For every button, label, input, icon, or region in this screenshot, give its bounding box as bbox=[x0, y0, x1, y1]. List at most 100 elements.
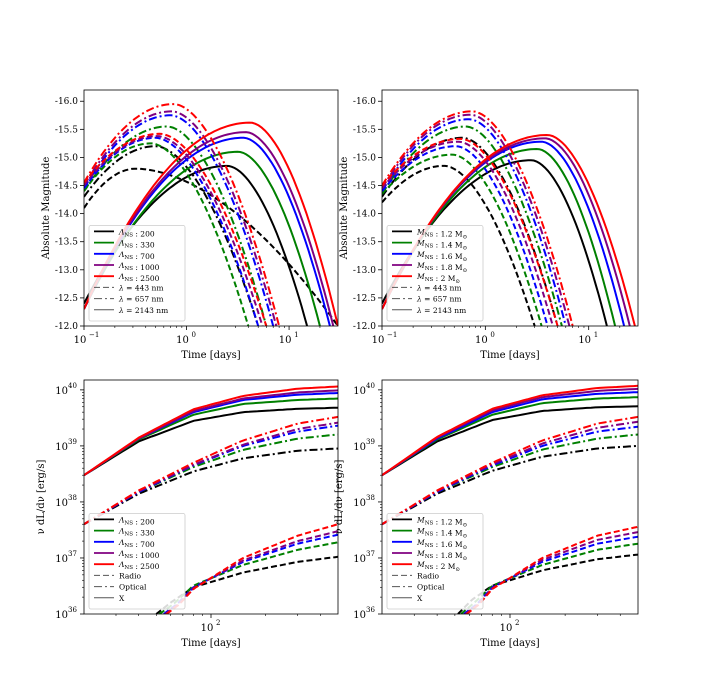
x-axis-label: Time [days] bbox=[480, 638, 539, 649]
series-line-blue-dash bbox=[163, 533, 338, 614]
series-line-purple-solid bbox=[84, 389, 338, 477]
series-line-blue-dashdot bbox=[84, 114, 275, 326]
x-tick-label: 10 bbox=[279, 335, 292, 346]
series-line-purple-dash bbox=[382, 140, 554, 326]
y-tick-label: 10 bbox=[55, 442, 68, 453]
y-tick-label: 10 bbox=[55, 554, 68, 565]
legend: MNS : 1.2 M⊙MNS : 1.4 M⊙MNS : 1.6 M⊙MNS … bbox=[386, 513, 484, 610]
y-tick-exponent: 39 bbox=[68, 438, 77, 446]
x-tick-label: 10 bbox=[500, 623, 513, 634]
x-tick-label: 10 bbox=[578, 335, 591, 346]
legend-label: X bbox=[119, 594, 125, 603]
legend-label: λ = 443 nm bbox=[118, 283, 163, 292]
series-line-green-dash bbox=[158, 541, 338, 614]
legend-label: Radio bbox=[417, 571, 439, 580]
series-line-black-dashdot bbox=[382, 444, 638, 526]
y-tick-label: 10 bbox=[55, 498, 68, 509]
legend-label: MNS : 1.6 M⊙ bbox=[416, 538, 467, 551]
x-tick-exponent: −1 bbox=[387, 331, 397, 339]
legend-label: Optical bbox=[417, 583, 445, 592]
x-tick-label: 10 bbox=[201, 623, 214, 634]
series-line-red-dash bbox=[382, 137, 559, 326]
x-axis-label: Time [days] bbox=[181, 350, 240, 361]
x-tick-label: 10 bbox=[372, 335, 385, 346]
x-axis-label: Time [days] bbox=[480, 350, 539, 361]
series-line-black-dash bbox=[155, 555, 338, 614]
y-tick-label: 10 bbox=[353, 498, 366, 509]
legend-box bbox=[386, 513, 484, 610]
series-line-black-dashdot bbox=[84, 145, 260, 326]
y-tick-label: -15.5 bbox=[353, 125, 376, 135]
series-line-purple-dash bbox=[164, 530, 338, 614]
series-line-red-dashdot bbox=[382, 415, 638, 526]
y-tick-label: 10 bbox=[353, 386, 366, 397]
x-tick-exponent: 0 bbox=[192, 331, 196, 339]
legend-label: λ = 443 nm bbox=[416, 283, 461, 292]
legend-label: MNS : 1.8 M⊙ bbox=[416, 549, 467, 562]
series-group bbox=[84, 385, 338, 614]
series-line-red-solid bbox=[382, 384, 638, 477]
series-line-black-dashdot bbox=[382, 136, 559, 326]
x-axis-label: Time [days] bbox=[181, 638, 240, 649]
series-line-blue-dashdot bbox=[84, 424, 338, 526]
y-tick-label: -12.0 bbox=[353, 322, 376, 332]
legend-label: λ = 657 nm bbox=[416, 295, 461, 304]
y-tick-exponent: 38 bbox=[68, 494, 77, 502]
y-tick-label: -13.5 bbox=[55, 238, 78, 248]
series-line-purple-solid bbox=[382, 387, 638, 477]
y-tick-label: -14.0 bbox=[55, 210, 78, 220]
x-tick-exponent: 0 bbox=[490, 331, 494, 339]
y-tick-label: -15.0 bbox=[55, 153, 78, 163]
y-tick-label: 10 bbox=[55, 386, 68, 397]
x-tick-exponent: 2 bbox=[515, 619, 519, 627]
legend-label: ΛNS : 330 bbox=[118, 239, 155, 250]
series-line-red-dash bbox=[466, 525, 638, 614]
legend-label: X bbox=[417, 594, 423, 603]
series-line-red-dashdot bbox=[382, 110, 574, 326]
y-axis-label: ν dL/dν [erg/s] bbox=[36, 460, 47, 535]
x-tick-label: 10 bbox=[475, 335, 488, 346]
y-axis-label: Absolute Magnitude bbox=[339, 157, 350, 261]
series-line-black-solid bbox=[84, 406, 338, 477]
legend-label: ΛNS : 200 bbox=[118, 515, 155, 526]
x-tick-exponent: −1 bbox=[89, 331, 99, 339]
legend-label: ΛNS : 2500 bbox=[118, 560, 160, 571]
legend-label: MNS : 1.2 M⊙ bbox=[416, 227, 467, 240]
series-line-blue-dashdot bbox=[382, 118, 567, 326]
x-tick-exponent: 1 bbox=[594, 331, 598, 339]
series-line-green-solid bbox=[382, 396, 638, 477]
axes-frame bbox=[381, 89, 639, 327]
y-tick-label: 10 bbox=[353, 442, 366, 453]
legend-label: MNS : 1.4 M⊙ bbox=[416, 239, 467, 252]
y-tick-exponent: 36 bbox=[366, 606, 375, 614]
series-line-purple-dashdot bbox=[84, 110, 278, 326]
chart-panel-2: 10 −1 10 0 10 1-12.0-12.5-13.0-13.5-14.0-14.5… bbox=[339, 89, 639, 361]
series-line-black-solid bbox=[382, 405, 638, 477]
y-tick-exponent: 40 bbox=[366, 382, 375, 390]
y-tick-exponent: 37 bbox=[68, 550, 77, 558]
legend-label: ΛNS : 1000 bbox=[118, 549, 160, 560]
y-tick-exponent: 38 bbox=[366, 494, 375, 502]
y-tick-label: -14.0 bbox=[353, 210, 376, 220]
y-tick-label: -12.5 bbox=[353, 294, 376, 304]
y-tick-label: -13.5 bbox=[353, 238, 376, 248]
legend-label: ΛNS : 200 bbox=[118, 227, 155, 238]
series-line-green-dashdot bbox=[382, 125, 563, 326]
y-tick-label: 10 bbox=[353, 610, 366, 621]
legend-box bbox=[88, 224, 186, 322]
series-line-purple-dashdot bbox=[84, 421, 338, 526]
y-tick-exponent: 36 bbox=[68, 606, 77, 614]
series-line-purple-dashdot bbox=[382, 420, 638, 526]
legend-label: Optical bbox=[119, 583, 147, 592]
series-line-green-solid bbox=[84, 397, 338, 477]
legend-label: λ = 2143 nm bbox=[416, 306, 466, 315]
legend-label: ΛNS : 1000 bbox=[118, 261, 160, 272]
x-tick-exponent: 2 bbox=[216, 619, 220, 627]
y-tick-label: 10 bbox=[55, 610, 68, 621]
y-tick-label: -15.0 bbox=[353, 153, 376, 163]
series-line-black-dashdot bbox=[84, 447, 338, 526]
axes-frame bbox=[83, 89, 339, 327]
legend-label: Radio bbox=[119, 571, 141, 580]
x-tick-label: 10 bbox=[74, 335, 87, 346]
